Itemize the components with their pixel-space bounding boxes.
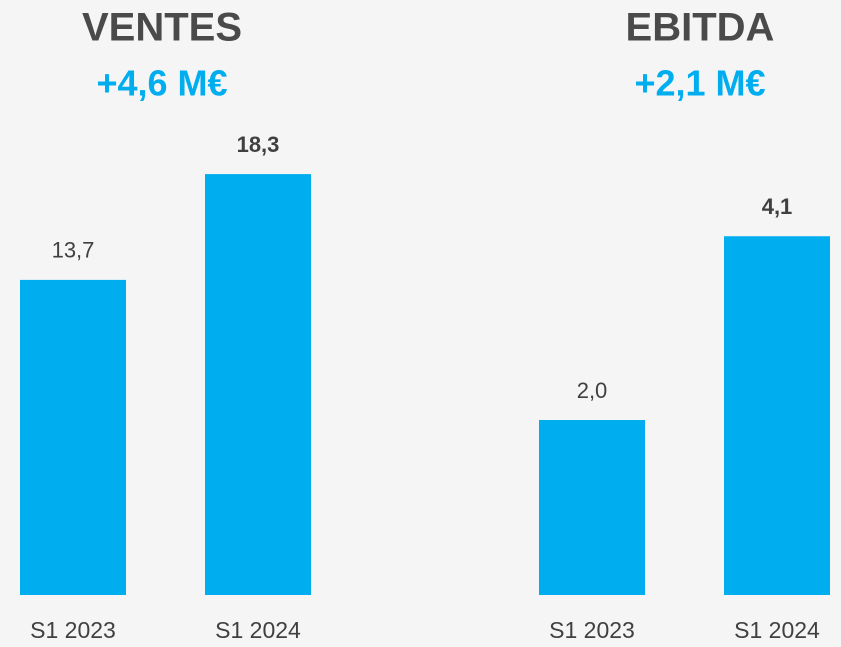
value-label: 4,1 xyxy=(762,194,793,219)
chart-title: VENTES xyxy=(82,6,242,50)
value-label: 2,0 xyxy=(577,378,608,403)
chart-title: EBITDA xyxy=(626,6,775,50)
x-tick-label: S1 2023 xyxy=(549,617,635,643)
x-tick-label: S1 2024 xyxy=(734,617,820,643)
bar xyxy=(724,236,830,595)
chart-subtitle: +4,6 M€ xyxy=(96,63,227,104)
value-label: 18,3 xyxy=(237,132,280,157)
x-tick-label: S1 2024 xyxy=(215,617,301,643)
value-label: 13,7 xyxy=(52,238,95,263)
bar xyxy=(20,279,126,595)
bar xyxy=(539,420,645,595)
bar xyxy=(205,174,311,595)
chart-subtitle: +2,1 M€ xyxy=(634,63,765,104)
x-tick-label: S1 2023 xyxy=(30,617,116,643)
